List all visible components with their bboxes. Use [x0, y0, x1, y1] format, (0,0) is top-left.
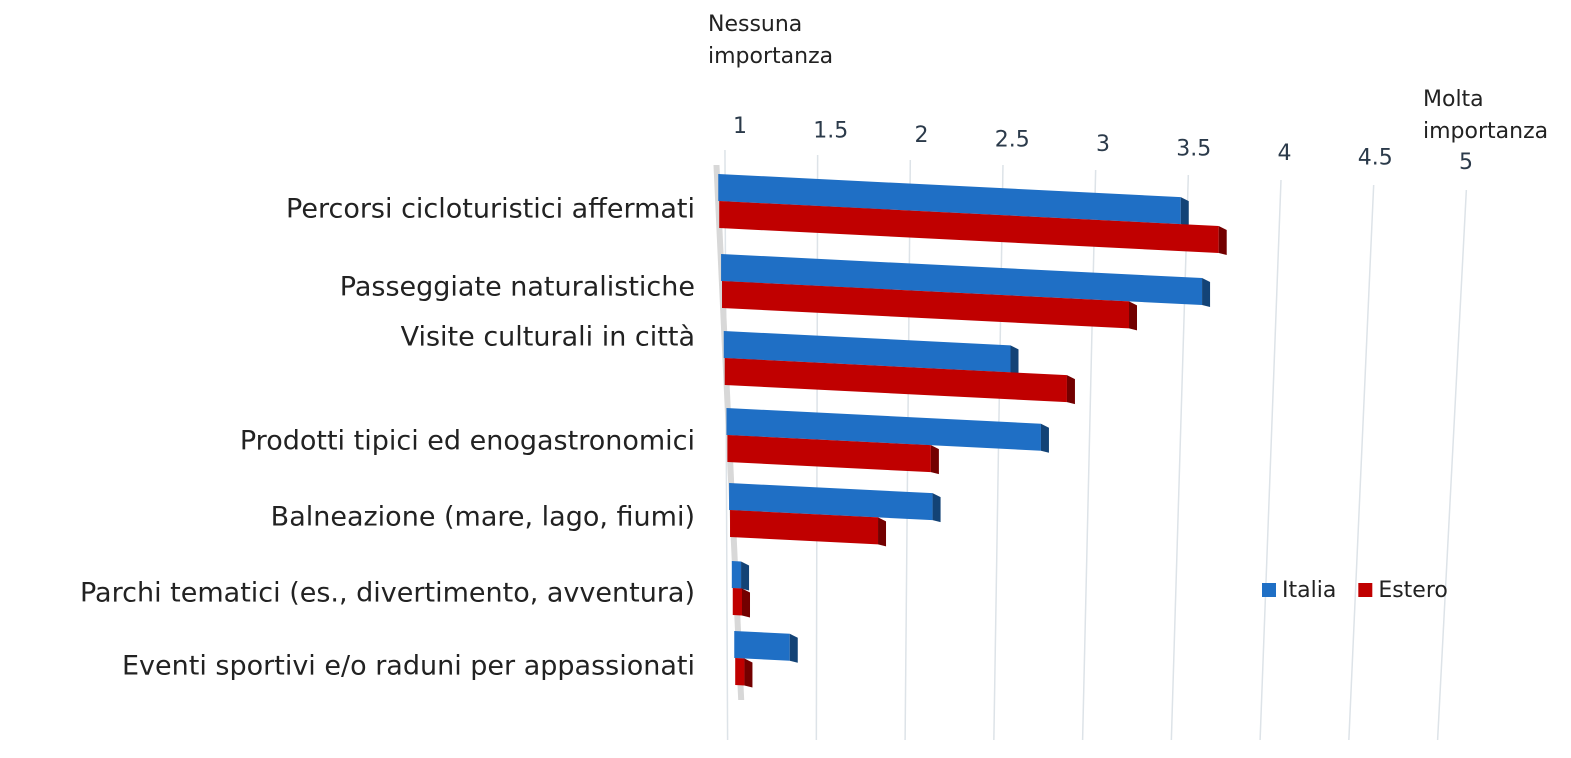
bar-face	[732, 588, 743, 616]
x-tick-label: 1	[733, 114, 747, 139]
x-tick-label: 4	[1278, 141, 1292, 166]
bar-face	[719, 201, 1219, 253]
bar-end	[878, 517, 887, 547]
grid-line	[724, 149, 729, 741]
bar-face	[730, 510, 879, 545]
x-tick-label: 2.5	[995, 128, 1030, 153]
legend-swatch	[1358, 583, 1373, 597]
category-label: Balneazione (mare, lago, fiumi)	[271, 502, 695, 533]
bar	[719, 201, 1227, 255]
bar-end	[1040, 423, 1049, 453]
legend-label: Italia	[1282, 578, 1336, 603]
bar-face	[721, 254, 1203, 306]
grid-line	[1081, 169, 1097, 741]
bar-face	[722, 281, 1130, 329]
annotation-low: Nessuna importanza	[708, 12, 833, 69]
bar	[724, 358, 1075, 405]
bar-face	[724, 358, 1067, 403]
x-tick-label: 1.5	[813, 119, 848, 144]
category-label: Parchi tematici (es., divertimento, avve…	[80, 578, 695, 609]
bar-face	[734, 631, 790, 661]
bar	[729, 483, 941, 523]
bar	[735, 658, 753, 688]
bar-face	[735, 658, 745, 686]
bar-end	[1218, 225, 1227, 255]
bar-end	[932, 493, 941, 523]
bar-end	[789, 633, 798, 663]
bar-end	[1180, 197, 1189, 227]
bar-face	[729, 483, 933, 521]
grid-line	[1348, 184, 1375, 741]
bar-end	[1010, 345, 1019, 375]
legend-swatch	[1262, 583, 1276, 597]
legend-label: Estero	[1378, 578, 1448, 603]
bar-face	[718, 174, 1181, 225]
grid-line	[993, 164, 1004, 741]
grid-line	[1170, 174, 1190, 741]
bar-end	[741, 561, 750, 591]
bar-face	[723, 331, 1011, 373]
bar	[726, 408, 1049, 453]
grid-line	[1436, 189, 1468, 741]
bar	[731, 561, 750, 591]
bar	[734, 631, 798, 663]
bar-end	[744, 658, 753, 688]
bar	[732, 588, 751, 618]
bar	[730, 510, 887, 547]
category-label: Visite culturali in città	[401, 322, 695, 353]
bar	[727, 435, 939, 475]
bar-end	[1202, 278, 1211, 308]
x-tick-label: 2	[915, 123, 929, 148]
bar-face	[727, 435, 931, 473]
annotation-high: Molta importanza	[1423, 87, 1548, 144]
x-tick-label: 4.5	[1358, 146, 1393, 171]
bar-end	[1129, 301, 1138, 331]
category-label: Passeggiate naturalistiche	[340, 272, 695, 303]
bar	[722, 281, 1138, 331]
x-tick-label: 3	[1096, 132, 1110, 157]
bar-end	[930, 445, 939, 475]
grid-line	[1259, 179, 1282, 741]
x-tick-label: 5	[1459, 150, 1473, 175]
x-tick-label: 3.5	[1176, 137, 1211, 162]
category-label: Eventi sportivi e/o raduni per appassion…	[122, 651, 695, 682]
bar	[721, 254, 1211, 308]
bar	[723, 331, 1019, 375]
bar-face	[731, 561, 742, 589]
category-label: Prodotti tipici ed enogastronomici	[240, 426, 695, 457]
category-label: Percorsi cicloturistici affermati	[286, 194, 695, 225]
bar-face	[726, 408, 1041, 451]
bar	[718, 174, 1189, 227]
bar-end	[742, 588, 751, 618]
bar-end	[1066, 375, 1075, 405]
